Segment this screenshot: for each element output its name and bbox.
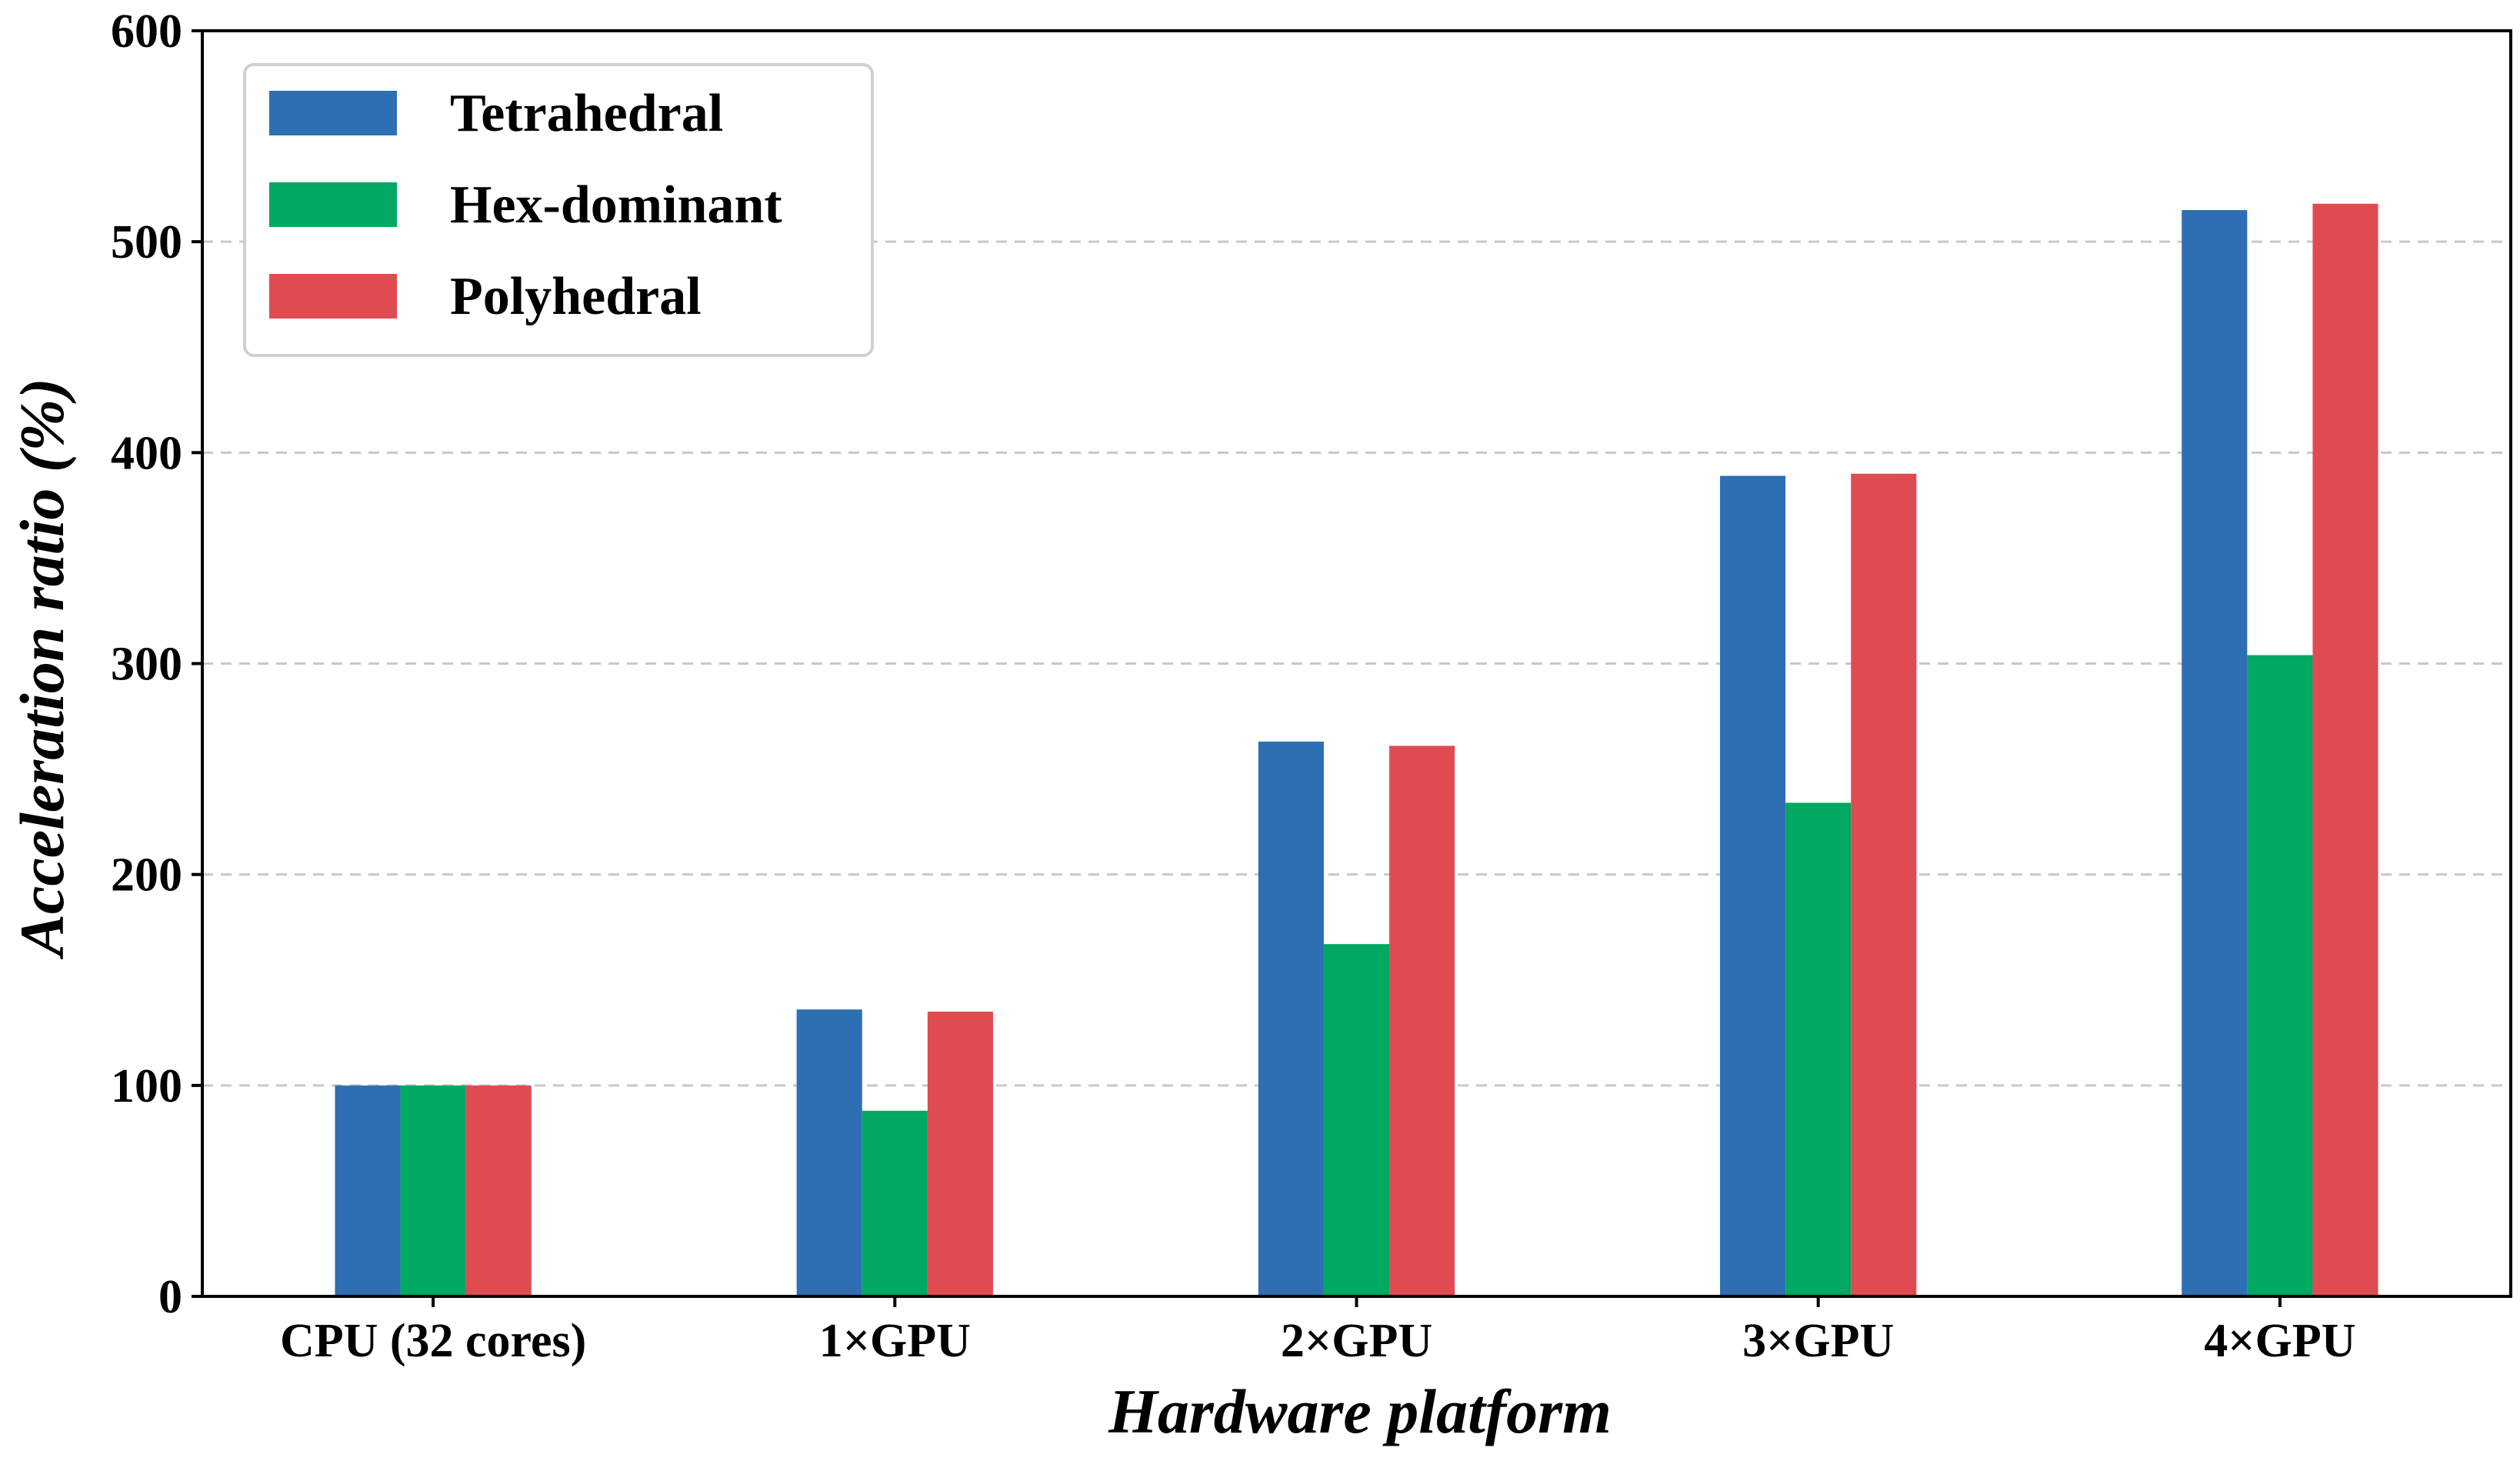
bar-polyhedral-1 [927, 1011, 993, 1296]
bar-tetrahedral-4 [2182, 210, 2248, 1297]
y-tick-label: 600 [111, 5, 182, 58]
legend: Tetrahedral Hex-dominant Polyhedral [243, 63, 874, 357]
bar-polyhedral-3 [1851, 473, 1917, 1296]
x-axis-title: Hardware platform [1108, 1376, 1612, 1446]
y-tick-label: 400 [111, 427, 182, 479]
legend-swatch-tetrahedral [269, 91, 397, 135]
y-axis-title: Acceleration ratio (%) [7, 378, 77, 960]
bar-tetrahedral-3 [1720, 475, 1786, 1296]
bar-polyhedral-0 [465, 1085, 532, 1296]
legend-frame [243, 63, 874, 357]
x-tick-label: 2×GPU [1281, 1315, 1432, 1367]
x-tick-label: 4×GPU [2204, 1315, 2355, 1367]
y-tick-label: 200 [111, 849, 182, 902]
legend-label-polyhedral: Polyhedral [450, 267, 702, 326]
y-tick-label: 300 [111, 639, 182, 691]
bar-tetrahedral-2 [1258, 741, 1324, 1296]
bar-tetrahedral-0 [335, 1085, 401, 1296]
legend-items: Tetrahedral Hex-dominant Polyhedral [269, 84, 782, 326]
legend-swatch-hex-dominant [269, 182, 397, 227]
x-tick-label: 1×GPU [819, 1315, 971, 1367]
x-tick-labels: CPU (32 cores) 1×GPU 2×GPU 3×GPU 4×GPU [280, 1315, 2356, 1367]
bar-hex-dominant-0 [400, 1085, 466, 1296]
bar-hex-dominant-4 [2247, 655, 2313, 1296]
bar-polyhedral-4 [2312, 203, 2378, 1297]
legend-swatch-polyhedral [269, 274, 397, 319]
bar-hex-dominant-2 [1323, 944, 1390, 1296]
axes [192, 29, 2512, 1307]
legend-label-hex-dominant: Hex-dominant [450, 175, 782, 235]
bar-hex-dominant-3 [1785, 802, 1852, 1296]
x-tick-label: CPU (32 cores) [280, 1315, 586, 1367]
bar-tetrahedral-1 [796, 1009, 862, 1296]
y-tick-label: 500 [111, 216, 182, 269]
x-tick-label: 3×GPU [1742, 1315, 1894, 1367]
legend-label-tetrahedral: Tetrahedral [450, 84, 723, 143]
bar-hex-dominant-1 [862, 1110, 928, 1296]
y-tick-label: 0 [158, 1271, 182, 1323]
y-tick-labels: 0 100 200 300 400 500 600 [111, 5, 182, 1323]
bar-polyhedral-2 [1389, 746, 1455, 1296]
y-tick-label: 100 [111, 1060, 182, 1112]
bars [335, 203, 2378, 1297]
